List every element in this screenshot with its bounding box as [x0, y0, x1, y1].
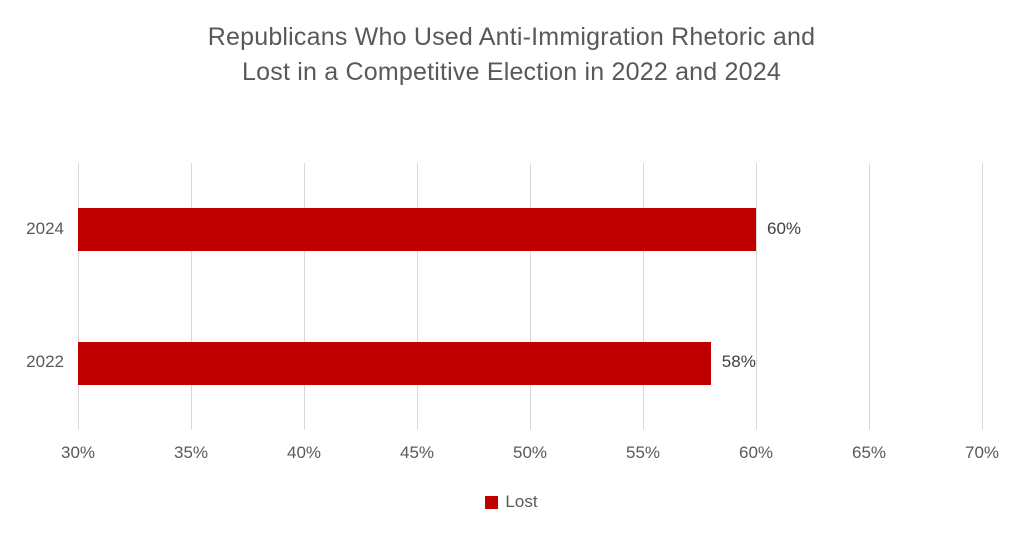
x-tick-label: 60% [738, 443, 774, 462]
legend-label-lost: Lost [505, 492, 538, 511]
gridline [756, 163, 757, 430]
bar-2024 [78, 208, 756, 252]
x-tick-label: 55% [625, 443, 661, 462]
gridline [304, 163, 305, 430]
x-tick-label: 70% [964, 443, 1000, 462]
chart-title-line-2: Lost in a Competitive Election in 2022 a… [242, 58, 781, 86]
x-tick-label: 40% [286, 443, 322, 462]
x-tick-label: 65% [851, 443, 887, 462]
gridline [191, 163, 192, 430]
data-label-2022: 58% [721, 352, 756, 372]
gridline [417, 163, 418, 430]
x-tick-label: 35% [173, 443, 209, 462]
y-axis-labels: 2024 2022 [0, 163, 64, 430]
gridline [869, 163, 870, 430]
gridline [982, 163, 983, 430]
gridline [530, 163, 531, 430]
x-tick-label: 30% [60, 443, 96, 462]
legend-swatch-lost [485, 495, 499, 509]
gridline [78, 163, 79, 430]
x-tick-label: 45% [399, 443, 435, 462]
x-axis-labels: 30% 35% 40% 45% 50% 55% 60% 65% 70% [61, 443, 999, 465]
chart-title-line-1: Republicans Who Used Anti-Immigration Rh… [207, 23, 816, 51]
plot-area: 60% 58% [78, 163, 983, 430]
legend: Lost [0, 492, 1023, 512]
y-category-label-2024: 2024 [26, 218, 64, 238]
data-label-2024: 60% [767, 218, 802, 238]
chart-title: Republicans Who Used Anti-Immigration Rh… [0, 20, 1023, 90]
bar-2022 [78, 341, 711, 385]
y-category-label-2022: 2022 [26, 352, 64, 372]
x-tick-label: 50% [512, 443, 548, 462]
gridline [643, 163, 644, 430]
